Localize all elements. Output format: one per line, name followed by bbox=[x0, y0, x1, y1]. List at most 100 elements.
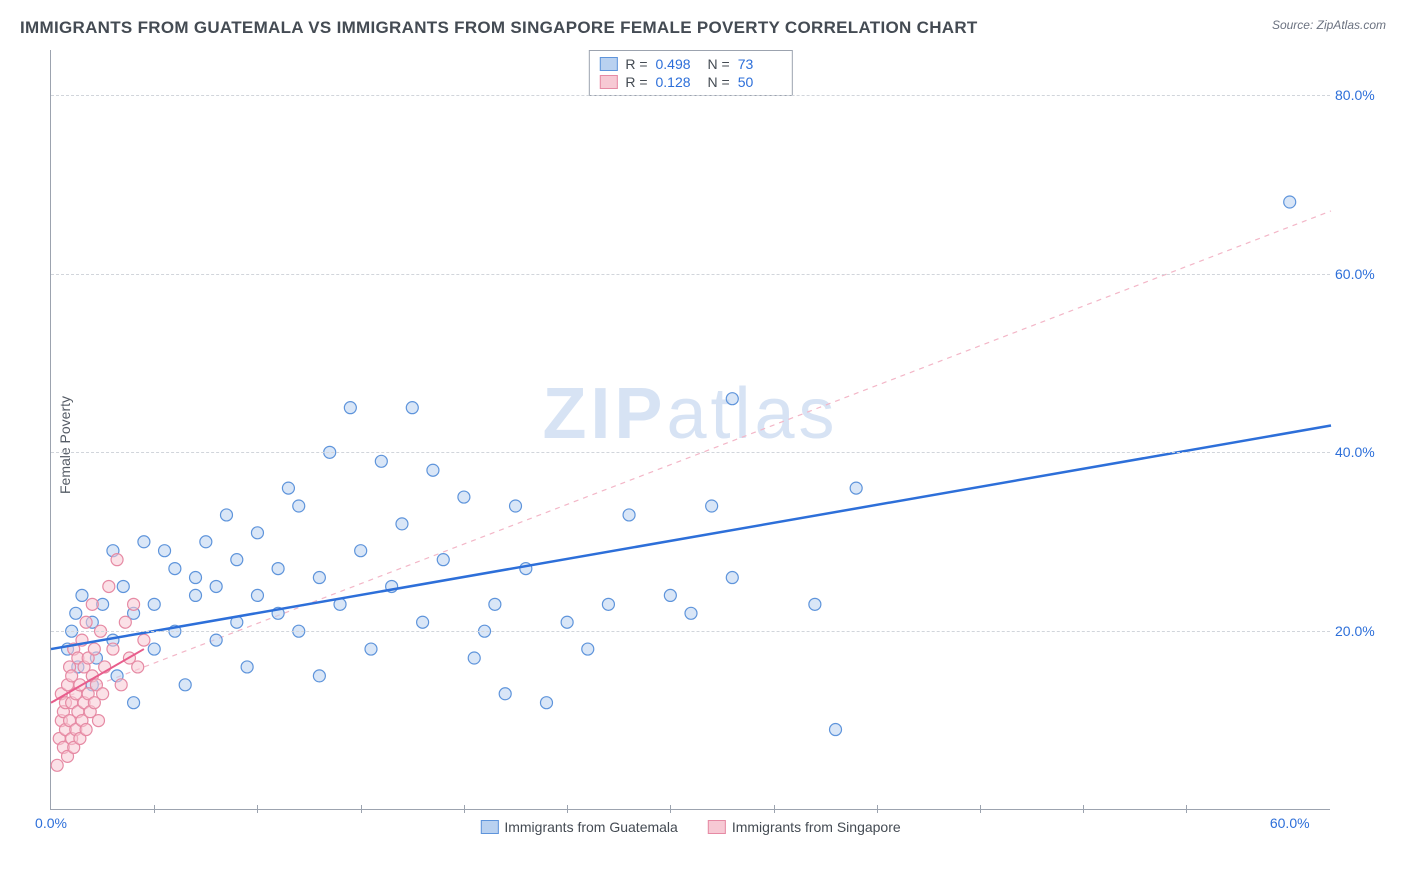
scatter-point bbox=[685, 607, 697, 619]
scatter-point bbox=[117, 580, 129, 592]
plot-area: ZIPatlas R = 0.498 N = 73 R = 0.128 N = … bbox=[50, 50, 1330, 810]
scatter-point bbox=[850, 482, 862, 494]
scatter-point bbox=[190, 589, 202, 601]
scatter-point bbox=[231, 554, 243, 566]
scatter-point bbox=[427, 464, 439, 476]
scatter-point bbox=[70, 607, 82, 619]
scatter-point bbox=[293, 500, 305, 512]
x-tick-mark bbox=[670, 805, 671, 813]
scatter-point bbox=[344, 402, 356, 414]
r-value-guatemala: 0.498 bbox=[656, 56, 700, 72]
scatter-point bbox=[76, 589, 88, 601]
scatter-point bbox=[111, 554, 123, 566]
stats-row-singapore: R = 0.128 N = 50 bbox=[599, 73, 781, 91]
legend-label-singapore: Immigrants from Singapore bbox=[732, 819, 901, 835]
scatter-point bbox=[128, 697, 140, 709]
source-label: Source: bbox=[1272, 18, 1313, 32]
x-tick-label: 60.0% bbox=[1270, 815, 1310, 831]
n-label: N = bbox=[708, 56, 730, 72]
x-tick-mark bbox=[877, 805, 878, 813]
scatter-point bbox=[664, 589, 676, 601]
scatter-point bbox=[602, 598, 614, 610]
scatter-point bbox=[159, 545, 171, 557]
scatter-point bbox=[169, 563, 181, 575]
scatter-point bbox=[210, 580, 222, 592]
scatter-point bbox=[1284, 196, 1296, 208]
bottom-legend: Immigrants from Guatemala Immigrants fro… bbox=[480, 819, 900, 835]
scatter-point bbox=[809, 598, 821, 610]
scatter-point bbox=[623, 509, 635, 521]
scatter-point bbox=[540, 697, 552, 709]
scatter-point bbox=[92, 715, 104, 727]
legend-item-guatemala: Immigrants from Guatemala bbox=[480, 819, 678, 835]
header-bar: IMMIGRANTS FROM GUATEMALA VS IMMIGRANTS … bbox=[20, 18, 1386, 38]
scatter-point bbox=[396, 518, 408, 530]
x-tick-mark bbox=[1186, 805, 1187, 813]
x-tick-mark bbox=[774, 805, 775, 813]
scatter-point bbox=[128, 598, 140, 610]
legend-item-singapore: Immigrants from Singapore bbox=[708, 819, 901, 835]
scatter-point bbox=[499, 688, 511, 700]
scatter-point bbox=[97, 688, 109, 700]
scatter-point bbox=[148, 643, 160, 655]
scatter-point bbox=[561, 616, 573, 628]
x-tick-mark bbox=[567, 805, 568, 813]
gridline-h bbox=[51, 631, 1330, 632]
y-tick-label: 40.0% bbox=[1335, 444, 1385, 460]
chart-container: Female Poverty ZIPatlas R = 0.498 N = 73… bbox=[50, 50, 1370, 840]
y-tick-label: 20.0% bbox=[1335, 623, 1385, 639]
scatter-point bbox=[272, 563, 284, 575]
scatter-point bbox=[406, 402, 418, 414]
y-tick-label: 80.0% bbox=[1335, 87, 1385, 103]
scatter-point bbox=[726, 393, 738, 405]
x-tick-mark bbox=[464, 805, 465, 813]
scatter-point bbox=[510, 500, 522, 512]
source-attribution: Source: ZipAtlas.com bbox=[1272, 18, 1386, 32]
r-label-2: R = bbox=[625, 74, 647, 90]
scatter-point bbox=[80, 616, 92, 628]
scatter-point bbox=[417, 616, 429, 628]
swatch-guatemala bbox=[599, 57, 617, 71]
legend-label-guatemala: Immigrants from Guatemala bbox=[504, 819, 678, 835]
r-label: R = bbox=[625, 56, 647, 72]
stats-row-guatemala: R = 0.498 N = 73 bbox=[599, 55, 781, 73]
scatter-point bbox=[190, 572, 202, 584]
legend-swatch-guatemala bbox=[480, 820, 498, 834]
x-tick-mark bbox=[361, 805, 362, 813]
n-value-singapore: 50 bbox=[738, 74, 782, 90]
scatter-point bbox=[241, 661, 253, 673]
x-tick-label: 0.0% bbox=[35, 815, 67, 831]
scatter-point bbox=[80, 724, 92, 736]
gridline-h bbox=[51, 95, 1330, 96]
scatter-point bbox=[313, 572, 325, 584]
scatter-point bbox=[138, 634, 150, 646]
n-value-guatemala: 73 bbox=[738, 56, 782, 72]
stats-legend-box: R = 0.498 N = 73 R = 0.128 N = 50 bbox=[588, 50, 792, 96]
scatter-point bbox=[179, 679, 191, 691]
legend-swatch-singapore bbox=[708, 820, 726, 834]
n-label-2: N = bbox=[708, 74, 730, 90]
scatter-point bbox=[132, 661, 144, 673]
scatter-point bbox=[468, 652, 480, 664]
scatter-point bbox=[830, 724, 842, 736]
scatter-point bbox=[107, 643, 119, 655]
chart-title: IMMIGRANTS FROM GUATEMALA VS IMMIGRANTS … bbox=[20, 18, 978, 38]
scatter-point bbox=[210, 634, 222, 646]
scatter-svg bbox=[51, 50, 1330, 809]
scatter-point bbox=[706, 500, 718, 512]
r-value-singapore: 0.128 bbox=[656, 74, 700, 90]
scatter-point bbox=[86, 598, 98, 610]
scatter-point bbox=[148, 598, 160, 610]
x-tick-mark bbox=[1083, 805, 1084, 813]
scatter-point bbox=[582, 643, 594, 655]
trend-line bbox=[51, 211, 1331, 703]
gridline-h bbox=[51, 452, 1330, 453]
scatter-point bbox=[88, 643, 100, 655]
scatter-point bbox=[458, 491, 470, 503]
scatter-point bbox=[220, 509, 232, 521]
source-site: ZipAtlas.com bbox=[1317, 18, 1386, 32]
scatter-point bbox=[103, 580, 115, 592]
scatter-point bbox=[251, 527, 263, 539]
scatter-point bbox=[282, 482, 294, 494]
scatter-point bbox=[313, 670, 325, 682]
